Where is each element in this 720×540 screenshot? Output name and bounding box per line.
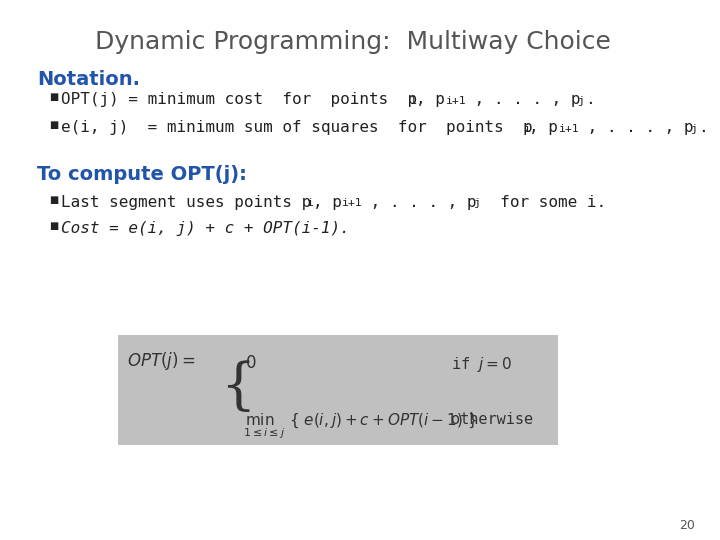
Text: i+1: i+1 — [558, 124, 578, 133]
Text: ■: ■ — [49, 221, 58, 231]
Text: {: { — [220, 361, 256, 415]
Text: j: j — [691, 124, 698, 133]
Text: , . . . , p: , . . . , p — [361, 195, 477, 210]
Text: OPT(j) = minimum cost  for  points  p: OPT(j) = minimum cost for points p — [60, 92, 417, 107]
Text: for some i.: for some i. — [481, 195, 606, 210]
Text: $0$: $0$ — [245, 355, 256, 372]
Text: if $j = 0$: if $j = 0$ — [451, 355, 512, 374]
Text: Last segment uses points p: Last segment uses points p — [60, 195, 311, 210]
Text: Cost = e(i, j) + c + OPT(i-1).: Cost = e(i, j) + c + OPT(i-1). — [60, 221, 349, 236]
Text: i: i — [306, 199, 312, 208]
Text: , p: , p — [312, 195, 341, 210]
Text: .: . — [585, 92, 594, 107]
Text: , . . . , p: , . . . , p — [465, 92, 580, 107]
Text: 20: 20 — [680, 519, 696, 532]
Text: , p: , p — [416, 92, 445, 107]
Text: .: . — [698, 120, 708, 135]
Text: , . . . , p: , . . . , p — [578, 120, 693, 135]
Text: $\{\ e(i,j) + c + OPT(i-1)\ \}$: $\{\ e(i,j) + c + OPT(i-1)\ \}$ — [289, 412, 477, 430]
Text: $\min$: $\min$ — [245, 412, 274, 428]
Text: i+1: i+1 — [444, 96, 465, 105]
Text: i+1: i+1 — [341, 199, 361, 208]
Text: ■: ■ — [49, 92, 58, 102]
Text: 1: 1 — [410, 96, 416, 105]
Text: ■: ■ — [49, 195, 58, 205]
Text: To compute OPT(j):: To compute OPT(j): — [37, 165, 247, 184]
Text: otherwise: otherwise — [451, 412, 533, 427]
Text: ■: ■ — [49, 120, 58, 130]
Text: j: j — [578, 96, 585, 105]
Text: j: j — [474, 199, 481, 208]
Text: Notation.: Notation. — [37, 70, 140, 89]
Text: $OPT(j) =$: $OPT(j) =$ — [127, 350, 196, 372]
Text: i: i — [523, 124, 530, 133]
Text: , p: , p — [529, 120, 558, 135]
Text: $1 \leq i \leq j$: $1 \leq i \leq j$ — [243, 426, 285, 440]
Text: e(i, j)  = minimum sum of squares  for  points  p: e(i, j) = minimum sum of squares for poi… — [60, 120, 532, 135]
Text: Dynamic Programming:  Multiway Choice: Dynamic Programming: Multiway Choice — [95, 30, 611, 54]
FancyBboxPatch shape — [117, 335, 558, 445]
